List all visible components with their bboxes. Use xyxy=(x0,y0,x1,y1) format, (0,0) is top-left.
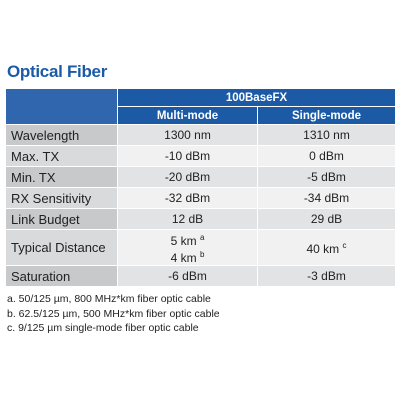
cell-text: 12 dB xyxy=(171,211,204,226)
row-label: Typical Distance xyxy=(5,229,118,266)
cell: -32 dBm xyxy=(117,187,258,209)
cell-text: -5 dBm xyxy=(307,169,346,184)
column-header: Single-mode xyxy=(257,106,396,125)
spec-table: 100BaseFX Multi-mode Single-mode Waveleng… xyxy=(5,88,396,287)
cell-text: -20 dBm xyxy=(164,169,211,184)
cell-text: -3 dBm xyxy=(307,268,346,283)
cell-line: 1300 nm xyxy=(118,127,257,142)
row-label: Max. TX xyxy=(5,145,118,167)
cell-line: -32 dBm xyxy=(118,190,257,205)
footnote-ref: a xyxy=(199,232,205,242)
cell-text: 4 km xyxy=(170,250,197,265)
title: Optical Fiber xyxy=(7,62,108,81)
cell: -34 dBm xyxy=(257,187,396,209)
cell-text: -10 dBm xyxy=(164,148,211,163)
row-label: Link Budget xyxy=(5,208,118,230)
footnote: c. 9/125 µm single-mode fiber optic cabl… xyxy=(7,322,199,334)
header-corner xyxy=(5,88,118,125)
row-label: Min. TX xyxy=(5,166,118,188)
footnote: a. 50/125 µm, 800 MHz*km fiber optic cab… xyxy=(7,293,211,305)
cell-line: -34 dBm xyxy=(258,190,395,205)
cell-line: 29 dB xyxy=(258,211,395,226)
cell-text: 0 dBm xyxy=(309,148,344,163)
footnotes: a. 50/125 µm, 800 MHz*km fiber optic cab… xyxy=(7,292,220,336)
cell: 1300 nm xyxy=(117,124,258,146)
row: Saturation -6 dBm -3 dBm xyxy=(5,265,396,287)
row: Link Budget 12 dB 29 dB xyxy=(5,208,396,230)
cell-line: -3 dBm xyxy=(258,268,395,283)
cell-line: 40 km c xyxy=(258,239,395,256)
cell-text: 1310 nm xyxy=(303,127,350,142)
row: Min. TX -20 dBm -5 dBm xyxy=(5,166,396,188)
group-header: 100BaseFX xyxy=(117,88,396,107)
cell-text: 5 km xyxy=(170,233,197,248)
row: Max. TX -10 dBm 0 dBm xyxy=(5,145,396,167)
cell-text: 1300 nm xyxy=(164,127,211,142)
footnote-ref: c xyxy=(342,241,347,250)
cell-text: 29 dB xyxy=(310,211,343,226)
cell-line: -10 dBm xyxy=(118,148,257,163)
cell: -3 dBm xyxy=(257,265,396,287)
footnote: b. 62.5/125 µm, 500 MHz*km fiber optic c… xyxy=(7,307,220,320)
footnote-ref: b xyxy=(199,249,205,259)
cell-line: -5 dBm xyxy=(258,169,395,184)
cell-line: 12 dB xyxy=(118,211,257,226)
cell-line: 5 km a xyxy=(118,231,257,248)
cell: 1310 nm xyxy=(257,124,396,146)
cell-text: 40 km xyxy=(306,242,340,256)
cell: 12 dB xyxy=(117,208,258,230)
cell-line: -6 dBm xyxy=(118,268,257,283)
cell-line: 0 dBm xyxy=(258,148,395,163)
cell: -10 dBm xyxy=(117,145,258,167)
cell-line: 4 km b xyxy=(118,248,257,265)
cell: -5 dBm xyxy=(257,166,396,188)
row-label: RX Sensitivity xyxy=(5,187,118,209)
row: RX Sensitivity -32 dBm -34 dBm xyxy=(5,187,396,209)
cell-text: -32 dBm xyxy=(164,190,211,205)
cell: 40 km c xyxy=(257,229,396,266)
cell-line: -20 dBm xyxy=(118,169,257,184)
row-label: Wavelength xyxy=(5,124,118,146)
row: Wavelength 1300 nm 1310 nm xyxy=(5,124,396,146)
row-label: Saturation xyxy=(5,265,118,287)
cell: 29 dB xyxy=(257,208,396,230)
cell-text: -6 dBm xyxy=(168,268,207,283)
cell: 0 dBm xyxy=(257,145,396,167)
cell: -6 dBm xyxy=(117,265,258,287)
cell: -20 dBm xyxy=(117,166,258,188)
column-header: Multi-mode xyxy=(117,106,258,125)
cell-line: 1310 nm xyxy=(258,127,395,142)
cell-text: -34 dBm xyxy=(303,190,350,205)
